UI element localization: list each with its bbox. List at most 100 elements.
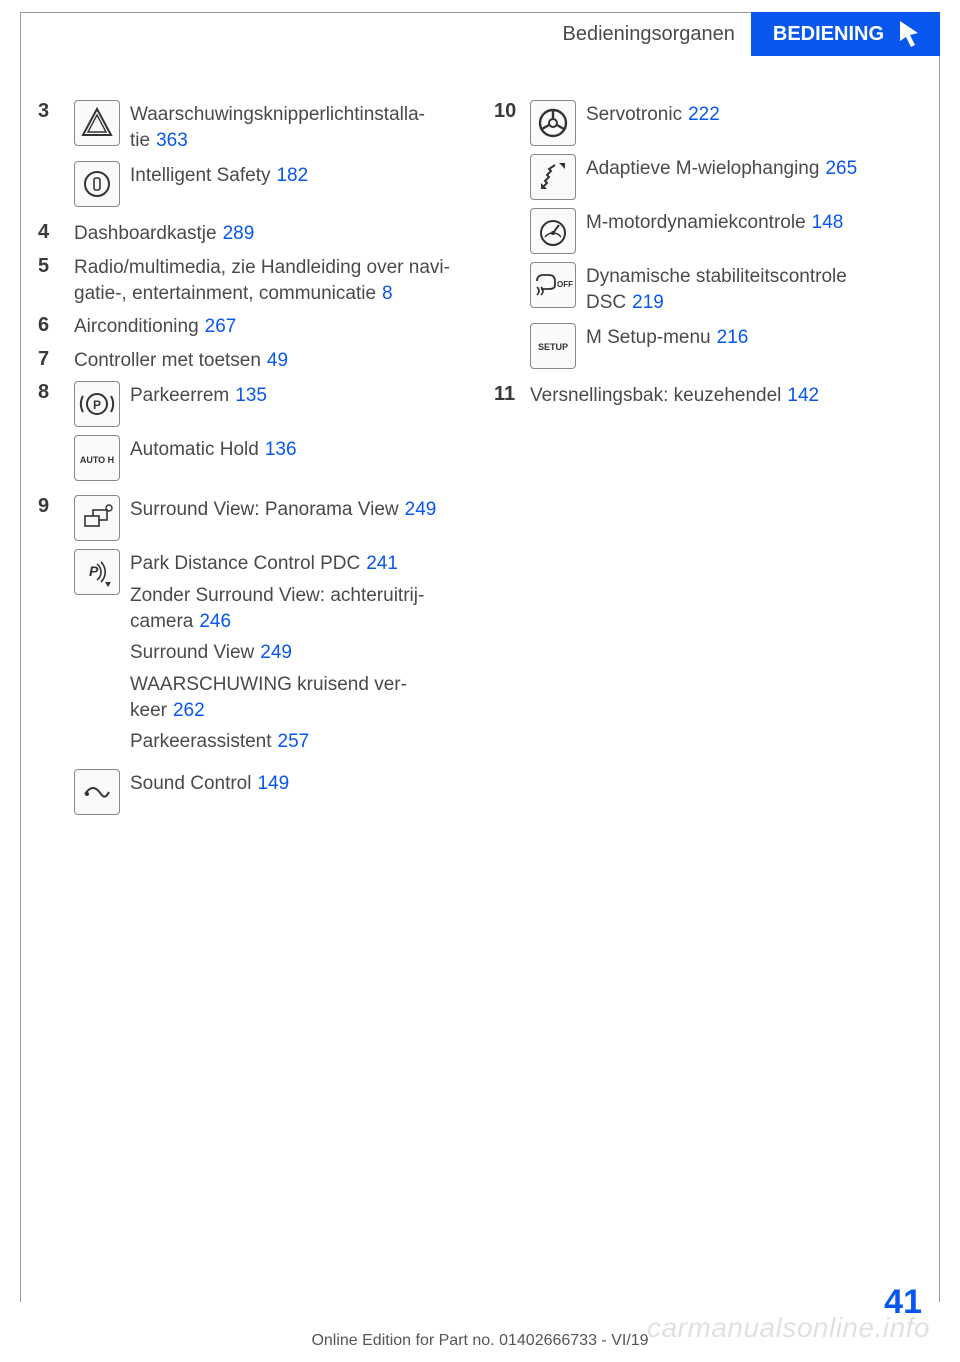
list-item: OFF Dynamische stabiliteitscontrole DSC2… [494, 262, 922, 315]
item-label: Controller met toetsen [74, 350, 261, 371]
page-ref[interactable]: 267 [205, 316, 237, 337]
adaptive-suspension-icon [530, 154, 576, 200]
pdc-icon: P [74, 549, 120, 595]
item-label: Adaptieve M-wielophanging [586, 158, 819, 179]
page-ref[interactable]: 219 [632, 292, 664, 313]
item-8: 8 P Parkeerrem 135 AUTO H [38, 381, 466, 481]
item-text: Airconditioning 267 [74, 314, 466, 340]
item-text: Versnellingsbak: keuzehendel 142 [530, 383, 922, 409]
intelligent-safety-icon [74, 161, 120, 207]
item-label: Park Distance Control PDC [130, 553, 360, 574]
item-label: Versnellingsbak: keuzehendel [530, 385, 781, 406]
page-ref[interactable]: 136 [265, 439, 297, 460]
item-text: Intelligent Safety 182 [130, 161, 466, 189]
page-ref[interactable]: 363 [156, 130, 188, 151]
setup-icon: SETUP [530, 323, 576, 369]
svg-text:P: P [93, 398, 101, 412]
item-label: Automatic Hold [130, 439, 259, 460]
page-ref[interactable]: 49 [267, 350, 288, 371]
item-5: 5 Radio/multimedia, zie Handleiding over… [38, 255, 466, 306]
item-number: 4 [38, 221, 64, 244]
list-item: Adaptieve M-wielophanging 265 [494, 154, 922, 200]
sound-control-icon [74, 769, 120, 815]
item-10: 10 Servotronic 222 [494, 100, 922, 369]
list-item: 3 Waarschuwingsknipperlichtinstalla­tie3… [38, 100, 466, 153]
page-ref[interactable]: 289 [223, 223, 255, 244]
parking-brake-icon: P [74, 381, 120, 427]
item-number: 3 [38, 100, 64, 123]
item-4: 4 Dashboardkastje 289 [38, 221, 466, 247]
sub-item: Zonder Surround View: achteruitrij­camer… [130, 583, 466, 634]
section-tab: BEDIENING [751, 12, 940, 56]
item-label: Dynamische stabiliteitscontrole DSC [586, 266, 847, 313]
page-ref[interactable]: 246 [199, 611, 231, 632]
item-number: 9 [38, 495, 64, 518]
item-text: Park Distance Control PDC 241 Zonder Surr… [130, 549, 466, 760]
item-number: 10 [494, 100, 520, 123]
page-ref[interactable]: 265 [825, 158, 857, 179]
item-3: 3 Waarschuwingsknipperlichtinstalla­tie3… [38, 100, 466, 207]
item-text: Dashboardkastje 289 [74, 221, 466, 247]
list-item: 9 Surround View: Panorama View 249 [38, 495, 466, 541]
item-number: 7 [38, 348, 64, 371]
page-ref[interactable]: 249 [260, 642, 292, 663]
page-ref[interactable]: 257 [278, 731, 310, 752]
page-ref[interactable]: 149 [257, 773, 289, 794]
list-item: 10 Servotronic 222 [494, 100, 922, 146]
list-item: SETUP M Setup-menu 216 [494, 323, 922, 369]
servotronic-icon [530, 100, 576, 146]
item-text: Controller met toetsen 49 [74, 348, 466, 374]
page-ref[interactable]: 262 [173, 700, 205, 721]
page-ref[interactable]: 241 [366, 553, 398, 574]
svg-text:OFF: OFF [557, 280, 573, 289]
item-9: 9 Surround View: Panorama View 249 P [38, 495, 466, 814]
page-ref[interactable]: 222 [688, 104, 720, 125]
item-text: Waarschuwingsknipperlichtinstalla­tie363 [130, 100, 466, 153]
item-label: Dashboardkastje [74, 223, 217, 244]
sub-item: Park Distance Control PDC 241 [130, 551, 466, 577]
surround-view-icon [74, 495, 120, 541]
section-label: BEDIENING [773, 23, 884, 46]
item-text: Radio/multimedia, zie Handleiding over n… [74, 255, 466, 306]
item-label: Surround View: Panorama View [130, 499, 399, 520]
item-label: WAARSCHUWING kruisend ver­keer [130, 674, 407, 721]
watermark: carmanualsonline.info [647, 1312, 930, 1344]
page-ref[interactable]: 216 [717, 327, 749, 348]
item-text: Adaptieve M-wielophanging 265 [586, 154, 922, 182]
item-label: Intelligent Safety [130, 165, 270, 186]
item-text: Sound Control 149 [130, 769, 466, 797]
item-text: Surround View: Panorama View 249 [130, 495, 466, 523]
item-text: Dynamische stabiliteitscontrole DSC219 [586, 262, 922, 315]
breadcrumb: Bedieningsorganen [563, 23, 751, 46]
dsc-off-icon: OFF [530, 262, 576, 308]
item-label: M Setup-menu [586, 327, 711, 348]
item-label: Zonder Surround View: achteruitrij­camer… [130, 585, 424, 632]
item-label: Parkeerrem [130, 385, 229, 406]
item-number: 8 [38, 381, 64, 404]
sub-item: Parkeerassistent257 [130, 729, 466, 755]
item-7: 7 Controller met toetsen 49 [38, 348, 466, 374]
item-label: Radio/multimedia, zie Handleiding over n… [74, 257, 450, 304]
item-label: Airconditioning [74, 316, 199, 337]
page-ref[interactable]: 8 [382, 283, 393, 304]
content-columns: 3 Waarschuwingsknipperlichtinstalla­tie3… [38, 100, 922, 829]
svg-text:AUTO H: AUTO H [80, 455, 114, 465]
item-text: Automatic Hold 136 [130, 435, 466, 463]
page-ref[interactable]: 142 [787, 385, 819, 406]
item-label: Sound Control [130, 773, 251, 794]
list-item: 8 P Parkeerrem 135 [38, 381, 466, 427]
item-label: Surround View [130, 642, 254, 663]
item-label: Servotronic [586, 104, 682, 125]
page-ref[interactable]: 249 [405, 499, 437, 520]
item-text: M Setup-menu 216 [586, 323, 922, 351]
page-ref[interactable]: 182 [276, 165, 308, 186]
item-6: 6 Airconditioning267 [38, 314, 466, 340]
pointer-icon [896, 19, 922, 49]
page-ref[interactable]: 135 [235, 385, 267, 406]
page-ref[interactable]: 148 [812, 212, 844, 233]
left-column: 3 Waarschuwingsknipperlichtinstalla­tie3… [38, 100, 466, 829]
item-label: M-motordynamiekcontrole [586, 212, 806, 233]
hazard-triangle-icon [74, 100, 120, 146]
svg-text:SETUP: SETUP [538, 342, 568, 352]
auto-hold-icon: AUTO H [74, 435, 120, 481]
